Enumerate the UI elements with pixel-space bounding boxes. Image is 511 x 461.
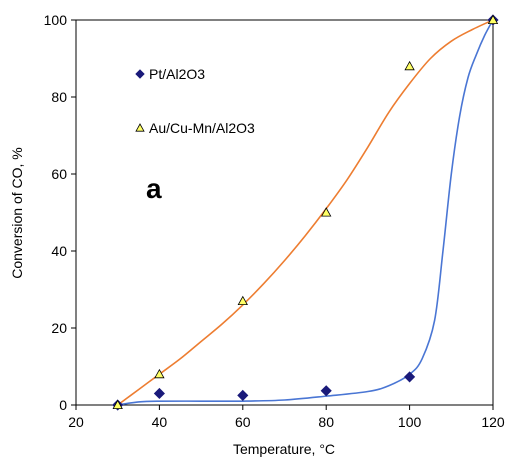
y-tick-label: 80 xyxy=(51,89,67,105)
y-axis-label: Conversion of CO, % xyxy=(9,147,25,279)
fit-curve-series-1 xyxy=(117,19,494,406)
data-point-series-0 xyxy=(404,371,416,383)
data-point-series-0 xyxy=(153,387,165,400)
legend-label-series-1: Au/Cu-Mn/Al2O3 xyxy=(149,120,255,136)
y-tick-label: 0 xyxy=(59,397,67,413)
plot-frame xyxy=(75,19,494,406)
plot-area-border xyxy=(75,19,494,406)
data-points xyxy=(112,14,499,411)
data-point-series-1 xyxy=(112,399,123,410)
legend: Pt/Al2O3 Au/Cu-Mn/Al2O3 xyxy=(135,66,255,136)
x-tick-label: 80 xyxy=(318,414,334,430)
y-tick-label: 40 xyxy=(51,243,67,259)
legend-marker-series-0 xyxy=(135,69,145,79)
data-point-series-1 xyxy=(321,207,332,217)
data-point-series-1 xyxy=(154,368,165,379)
data-point-series-0 xyxy=(237,389,249,401)
y-tick-label: 60 xyxy=(51,166,67,182)
data-point-series-1 xyxy=(487,14,499,25)
x-tick-label: 60 xyxy=(235,414,251,430)
x-tick-label: 120 xyxy=(481,414,505,430)
x-tick-label: 100 xyxy=(398,414,422,430)
y-tick-label: 100 xyxy=(44,12,68,28)
data-point-series-1 xyxy=(404,60,415,71)
y-tick-label: 20 xyxy=(51,320,67,336)
x-tick-label: 40 xyxy=(152,414,168,430)
data-point-series-0 xyxy=(320,385,332,397)
x-axis-label: Temperature, °C xyxy=(233,441,335,457)
legend-label-series-0: Pt/Al2O3 xyxy=(149,66,205,82)
panel-label-a: a xyxy=(146,173,162,204)
data-point-series-1 xyxy=(237,295,248,306)
legend-marker-series-1 xyxy=(135,123,145,132)
x-tick-label: 20 xyxy=(68,414,84,430)
